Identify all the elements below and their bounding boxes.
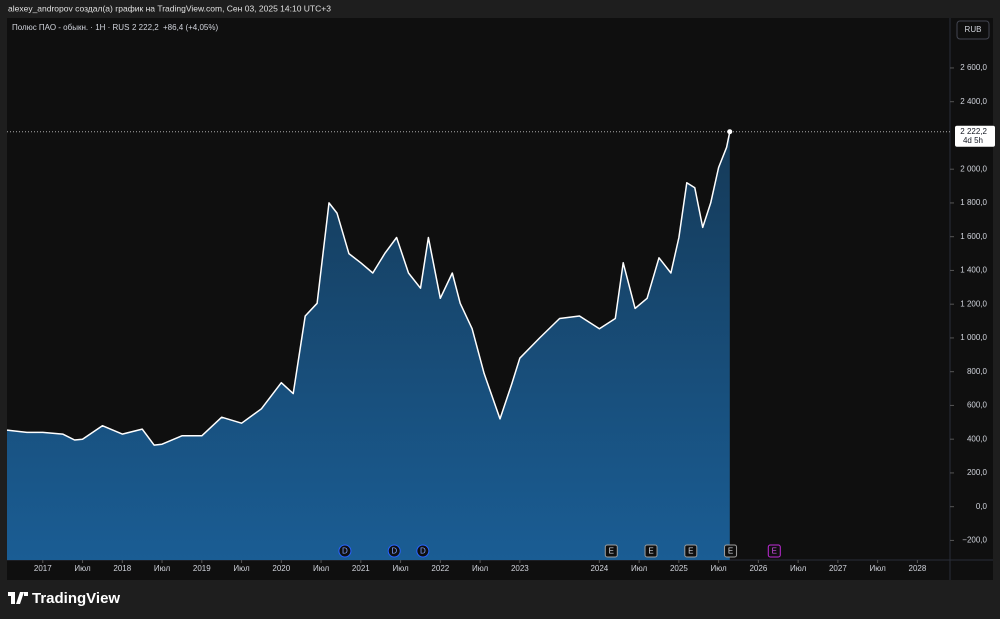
- x-tick-label: 2026: [749, 564, 767, 573]
- event-marker: [724, 544, 738, 558]
- event-marker: [387, 544, 401, 558]
- area-fill: [7, 131, 730, 560]
- x-tick-label: Июл: [233, 564, 250, 573]
- y-tick-label: 1 000,0: [960, 333, 987, 342]
- x-tick-label: 2023: [511, 564, 529, 573]
- event-label: E: [609, 547, 614, 556]
- logo: [8, 592, 28, 604]
- x-tick-label: 2024: [590, 564, 608, 573]
- y-tick-label: 2 400,0: [960, 97, 987, 106]
- x-tick-label: Июл: [631, 564, 648, 573]
- header: alexey_andropov создал(а) график на Trad…: [8, 3, 331, 13]
- x-tick-label: 2021: [352, 564, 370, 573]
- y-tick-label: 1 800,0: [960, 198, 987, 207]
- x-tick-label: 2025: [670, 564, 688, 573]
- event-label: D: [420, 547, 426, 556]
- legend-symbol: Полюс ПАО - обыкн. · 1H · RUS: [12, 23, 129, 32]
- x-tick-label: Июл: [392, 564, 409, 573]
- y-tick-label: 2 600,0: [960, 63, 987, 72]
- y-tick-label: 800,0: [967, 367, 988, 376]
- event-label: D: [342, 547, 348, 556]
- y-tick-label: 2 000,0: [960, 164, 987, 173]
- last-price-box: [955, 125, 995, 147]
- event-label: E: [772, 547, 777, 556]
- y-tick-label: −200,0: [962, 536, 987, 545]
- countdown: 4d 5h: [963, 136, 983, 145]
- x-tick-label: 2022: [431, 564, 449, 573]
- last-price-label: 2 222,2: [960, 127, 987, 136]
- legend-change: +86,4 (+4,05%): [163, 23, 218, 32]
- y-tick-label: 1 600,0: [960, 232, 987, 241]
- currency-box[interactable]: [956, 20, 990, 40]
- y-tick-label: 400,0: [967, 434, 988, 443]
- x-tick-label: Июл: [313, 564, 330, 573]
- event-marker: [684, 544, 698, 558]
- event-marker: [416, 544, 430, 558]
- event-marker: [604, 544, 618, 558]
- x-tick-label: 2019: [193, 564, 211, 573]
- x-tick-label: 2018: [113, 564, 131, 573]
- event-marker: [338, 544, 352, 558]
- y-tick-label: 1 200,0: [960, 299, 987, 308]
- y-tick-label: 0,0: [976, 502, 988, 511]
- legend-price: 2 222,2: [132, 23, 159, 32]
- y-tick-label: 200,0: [967, 468, 988, 477]
- x-tick-label: Июл: [472, 564, 489, 573]
- x-tick-label: 2027: [829, 564, 847, 573]
- x-tick-label: 2020: [272, 564, 290, 573]
- currency[interactable]: RUB: [965, 25, 982, 34]
- brand: TradingView: [32, 590, 120, 607]
- event-marker: [767, 544, 781, 558]
- x-tick-label: 2028: [909, 564, 927, 573]
- x-tick-label: Июл: [74, 564, 91, 573]
- event-label: D: [391, 547, 397, 556]
- y-tick-label: 1 400,0: [960, 266, 987, 275]
- x-tick-label: 2017: [34, 564, 52, 573]
- x-tick-label: Июл: [790, 564, 807, 573]
- price-line: [6, 131, 731, 446]
- event-marker: [644, 544, 658, 558]
- event-label: E: [688, 547, 693, 556]
- x-tick-label: Июл: [870, 564, 887, 573]
- event-label: E: [648, 547, 653, 556]
- x-tick-label: Июл: [154, 564, 171, 573]
- x-tick-label: Июл: [710, 564, 727, 573]
- event-label: E: [728, 547, 733, 556]
- y-tick-label: 600,0: [967, 401, 988, 410]
- last-point: [727, 129, 733, 135]
